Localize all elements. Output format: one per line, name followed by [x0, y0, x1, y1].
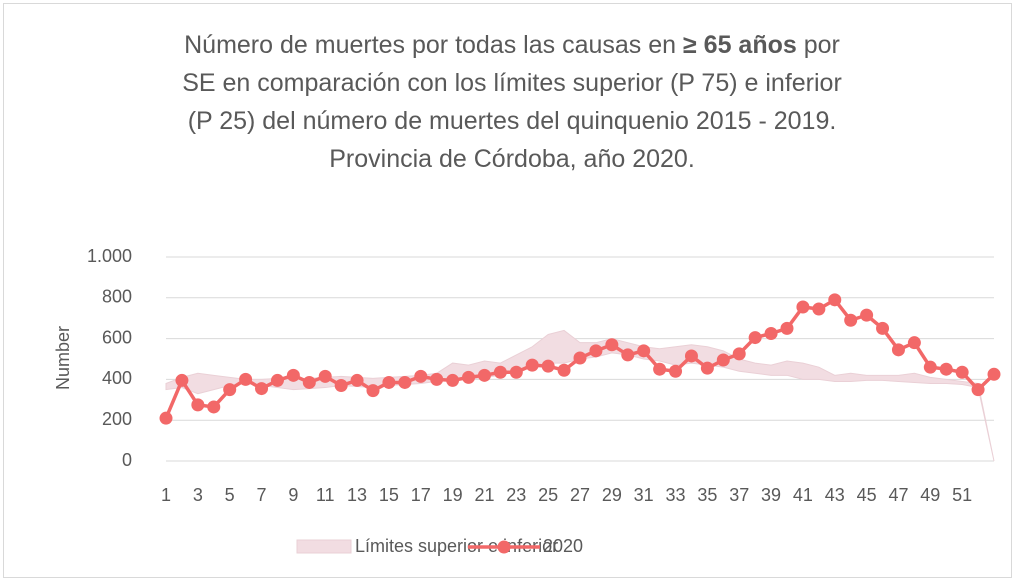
- data-point: [430, 372, 444, 386]
- data-point: [939, 362, 953, 376]
- data-point: [669, 364, 683, 378]
- data-point: [844, 313, 858, 327]
- x-tick-label: 43: [825, 485, 845, 505]
- data-point: [573, 351, 587, 365]
- x-tick-label: 15: [379, 485, 399, 505]
- data-point: [828, 293, 842, 307]
- x-tick-label: 21: [474, 485, 494, 505]
- y-tick-label: 0: [122, 450, 132, 470]
- x-tick-label: 19: [443, 485, 463, 505]
- data-point: [223, 383, 237, 397]
- data-point: [860, 308, 874, 322]
- x-tick-label: 29: [602, 485, 622, 505]
- data-point: [318, 369, 332, 383]
- data-point: [876, 321, 890, 335]
- legend-marker: [497, 540, 511, 554]
- data-point: [955, 365, 969, 379]
- x-tick-label: 1: [161, 485, 171, 505]
- data-point: [350, 373, 364, 387]
- data-point: [477, 368, 491, 382]
- data-point: [382, 375, 396, 389]
- data-point: [748, 331, 762, 345]
- x-tick-label: 11: [316, 485, 335, 505]
- data-point: [971, 383, 985, 397]
- data-point: [398, 375, 412, 389]
- x-tick-label: 27: [570, 485, 590, 505]
- x-tick-label: 35: [697, 485, 717, 505]
- x-tick-label: 9: [288, 485, 298, 505]
- data-point: [446, 373, 460, 387]
- data-point: [923, 360, 937, 374]
- x-tick-label: 17: [411, 485, 431, 505]
- y-tick-label: 800: [102, 287, 132, 307]
- y-tick-label: 400: [102, 368, 132, 388]
- data-point: [653, 362, 667, 376]
- chart-title: Número de muertes por todas las causas e…: [170, 26, 854, 178]
- legend-swatch: [296, 539, 352, 554]
- data-point: [812, 302, 826, 316]
- x-tick-label: 31: [634, 485, 654, 505]
- data-point: [462, 370, 476, 384]
- title-part: por SE en comparación con los límites su…: [182, 31, 842, 173]
- data-point: [414, 369, 428, 383]
- x-tick-label: 3: [193, 485, 203, 505]
- data-point: [907, 336, 921, 350]
- x-tick-label: 25: [538, 485, 558, 505]
- x-tick-label: 7: [257, 485, 267, 505]
- data-point: [159, 411, 173, 425]
- title-bold: ≥ 65 años: [683, 31, 797, 59]
- data-point: [605, 338, 619, 352]
- data-point: [286, 368, 300, 382]
- y-axis-label: Number: [53, 326, 73, 390]
- x-tick-label: 23: [506, 485, 526, 505]
- data-point: [700, 361, 714, 375]
- data-point: [191, 398, 205, 412]
- data-point: [796, 300, 810, 314]
- data-point: [175, 373, 189, 387]
- data-point: [334, 379, 348, 393]
- data-point: [557, 363, 571, 377]
- data-point: [366, 384, 380, 398]
- x-tick-label: 37: [729, 485, 749, 505]
- chart-border: [3, 3, 1012, 578]
- data-point: [493, 365, 507, 379]
- y-tick-label: 600: [102, 327, 132, 347]
- data-point: [637, 344, 651, 358]
- x-tick-label: 41: [793, 485, 813, 505]
- data-point: [684, 349, 698, 363]
- title-part: Número de muertes por todas las causas e…: [184, 31, 683, 59]
- x-tick-label: 13: [347, 485, 367, 505]
- data-point: [589, 344, 603, 358]
- data-point: [239, 372, 253, 386]
- data-point: [302, 375, 316, 389]
- x-tick-label: 33: [666, 485, 686, 505]
- range-band: [165, 329, 995, 462]
- x-tick-label: 39: [761, 485, 781, 505]
- y-tick-label: 200: [102, 409, 132, 429]
- data-point: [891, 343, 905, 357]
- data-point: [525, 358, 539, 372]
- y-tick-label: 1.000: [87, 246, 132, 266]
- x-tick-label: 49: [920, 485, 940, 505]
- data-point: [987, 367, 1001, 381]
- data-point: [541, 359, 555, 373]
- data-point: [509, 365, 523, 379]
- data-point: [716, 353, 730, 367]
- data-point: [732, 347, 746, 361]
- data-point: [764, 327, 778, 340]
- x-tick-label: 47: [888, 485, 908, 505]
- x-tick-label: 51: [952, 485, 972, 505]
- x-tick-label: 45: [857, 485, 877, 505]
- x-tick-label: 5: [225, 485, 235, 505]
- data-point: [207, 400, 221, 414]
- data-point: [255, 382, 269, 396]
- data-point: [621, 348, 635, 362]
- legend-label: 2020: [543, 536, 583, 556]
- data-point: [270, 373, 284, 387]
- data-point: [780, 321, 794, 335]
